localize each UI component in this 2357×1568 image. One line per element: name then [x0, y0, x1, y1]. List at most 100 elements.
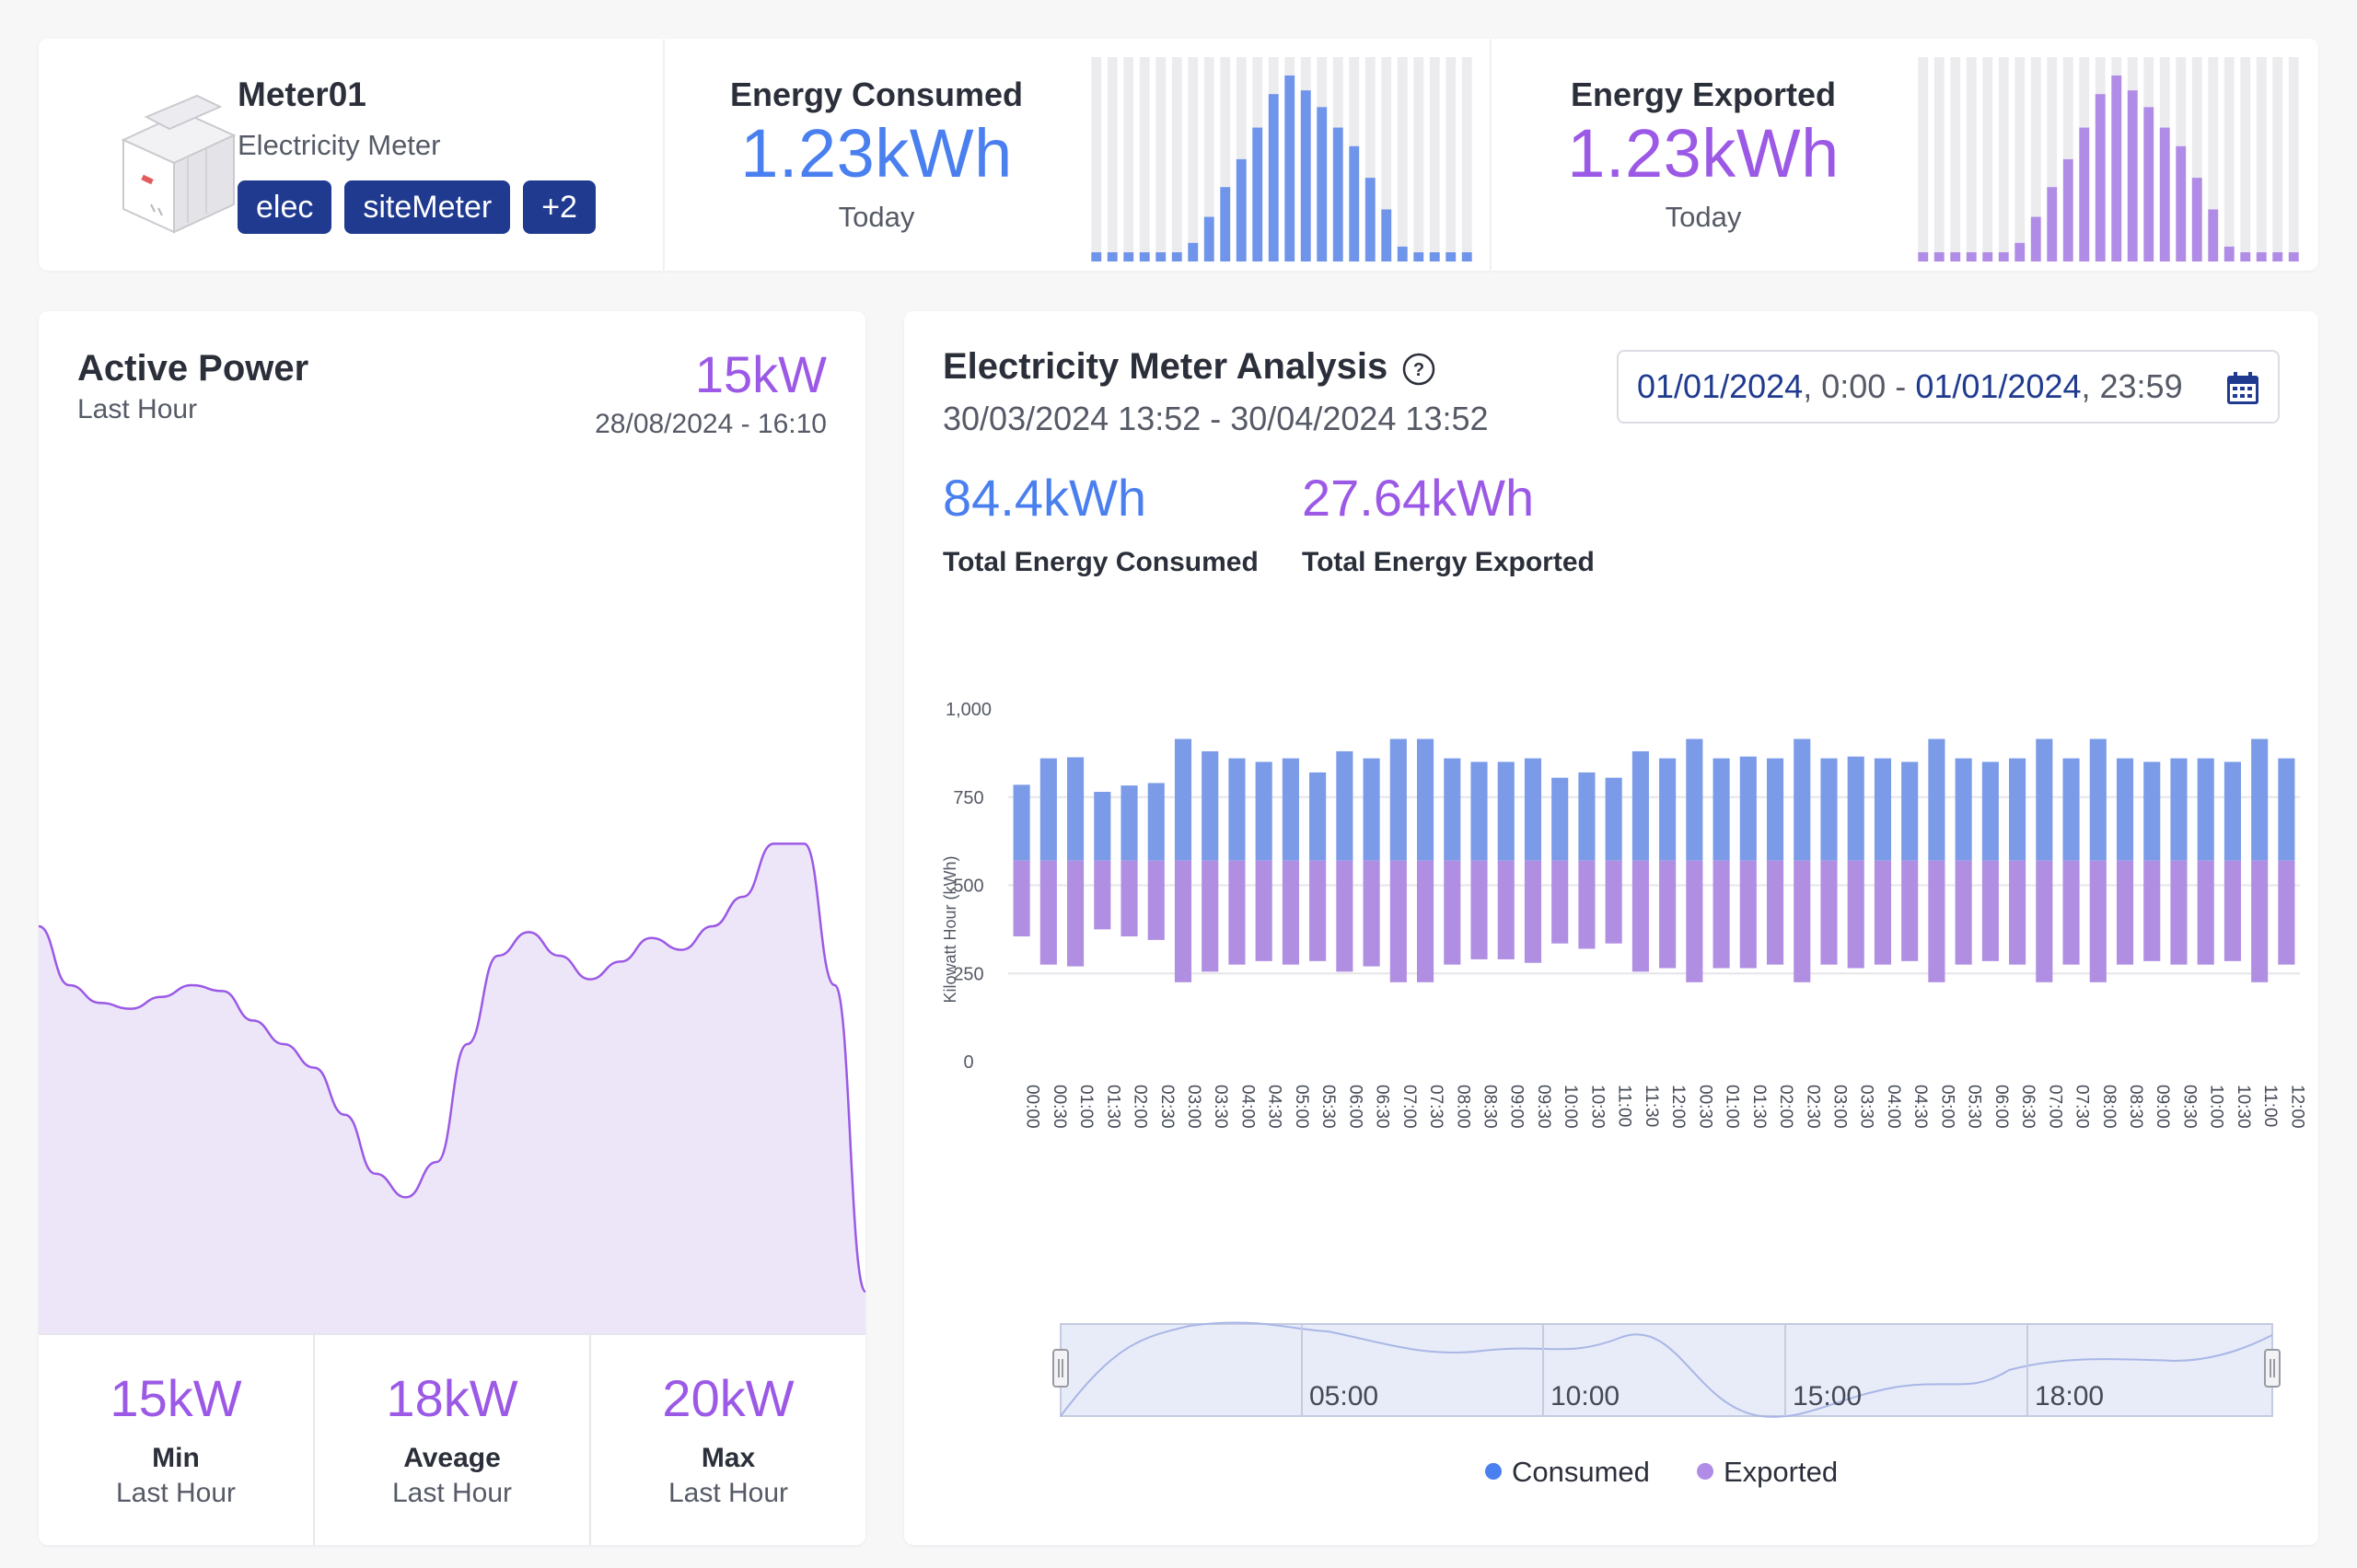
active-power-area-chart [39, 842, 865, 1333]
calendar-icon[interactable] [2224, 370, 2261, 407]
x-tick-label: 01:30 [1749, 1085, 1769, 1129]
x-tick-label: 02:00 [1776, 1085, 1795, 1129]
exported-bar [1255, 860, 1272, 961]
consumed-bar [1094, 792, 1111, 861]
exported-spark-bar [1950, 252, 1961, 261]
active-power-timestamp: 28/08/2024 - 16:10 [595, 409, 827, 439]
total-exported-label: Total Energy Exported [1302, 547, 1595, 577]
device-name: Meter01 [238, 75, 366, 113]
exported-spark-bar [2047, 187, 2058, 261]
consumed-spark-bar [1091, 252, 1102, 261]
consumed-spark-bar [1317, 107, 1328, 261]
consumed-bar [2143, 761, 2161, 861]
exported-bar [1389, 860, 1407, 982]
consumed-spark-bar [1220, 187, 1231, 261]
exported-bar [1336, 860, 1353, 972]
exported-bar [2251, 860, 2269, 982]
exported-spark-bg-bar [1966, 57, 1977, 261]
consumed-bar [1174, 738, 1192, 861]
help-icon[interactable]: ? [1401, 352, 1436, 387]
stat-average-period: Last Hour [391, 1478, 513, 1508]
exported-bar [1228, 860, 1246, 965]
exported-bar [2278, 860, 2295, 965]
consumed-bar [1713, 758, 1730, 861]
stat-average: 18kW Aveage Last Hour [315, 1335, 591, 1545]
consumed-bar [1524, 758, 1542, 861]
exported-bar [1444, 860, 1461, 965]
x-tick-label: 11:00 [2260, 1085, 2280, 1127]
x-tick-label: 05:30 [1318, 1085, 1338, 1129]
device-tags: elec siteMeter +2 [238, 180, 596, 234]
exported-spark-bar [2095, 94, 2106, 261]
legend-item-exported[interactable]: Exported [1697, 1456, 1838, 1488]
consumed-spark-bar [1123, 252, 1134, 261]
x-tick-label: 07:30 [2073, 1085, 2092, 1129]
navigator-right-handle[interactable] [2264, 1349, 2281, 1388]
consumed-bar [1847, 756, 1864, 861]
active-power-card: Active Power Last Hour 15kW 28/08/2024 -… [39, 311, 865, 1545]
legend-item-consumed[interactable]: Consumed [1485, 1456, 1650, 1488]
consumed-bar [1686, 738, 1703, 861]
consumed-bar [1766, 758, 1784, 861]
exported-spark-bg-bar [2030, 57, 2041, 261]
exported-bar [1928, 860, 1945, 982]
energy-exported-sparkline [1918, 57, 2299, 261]
consumed-bar [1282, 758, 1299, 861]
exported-spark-bar [1918, 252, 1929, 261]
consumed-bar [1497, 761, 1515, 861]
consumed-spark-bar [1284, 75, 1295, 261]
navigator-label: 05:00 [1309, 1381, 1378, 1411]
energy-exported-value: 1.23kWh [1567, 115, 1840, 192]
consumed-spark-bg-bar [1429, 57, 1440, 261]
active-power-title: Active Power [77, 348, 309, 389]
consumed-bar [1039, 758, 1057, 861]
exported-bar [1686, 860, 1703, 982]
exported-spark-bg-bar [2272, 57, 2283, 261]
consumed-bar [2089, 738, 2107, 861]
consumed-bar [1363, 758, 1380, 861]
x-tick-label: 07:30 [1426, 1085, 1446, 1129]
navigator-label: 15:00 [1793, 1381, 1862, 1411]
stat-min: 15kW Min Last Hour [39, 1335, 315, 1545]
consumed-spark-bar [1268, 94, 1279, 261]
navigator-label: 18:00 [2035, 1381, 2104, 1411]
consumed-bar [1981, 761, 1999, 861]
tag-sitemeter[interactable]: siteMeter [344, 180, 511, 234]
legend-label: Consumed [1512, 1456, 1650, 1488]
active-power-subtitle: Last Hour [77, 394, 198, 424]
consumed-spark-bg-bar [1413, 57, 1424, 261]
consumed-bar [1255, 761, 1272, 861]
x-tick-label: 10:30 [2234, 1085, 2253, 1129]
consumed-bar [1659, 758, 1677, 861]
handle-box [2264, 1349, 2281, 1388]
consumed-spark-bg-bar [1446, 57, 1457, 261]
y-tick-label: 0 [963, 1052, 973, 1073]
consumed-spark-bg-bar [1461, 57, 1472, 261]
x-tick-label: 11:30 [1642, 1085, 1661, 1127]
exported-bar [2036, 860, 2053, 982]
exported-bar [1713, 860, 1730, 969]
x-tick-label: 10:00 [1561, 1085, 1580, 1129]
total-consumed-label: Total Energy Consumed [943, 547, 1259, 577]
energy-exported-title: Energy Exported [1570, 75, 1837, 113]
exported-spark-bg-bar [1982, 57, 1993, 261]
tag-elec[interactable]: elec [238, 180, 332, 234]
svg-text:?: ? [1413, 360, 1424, 380]
exported-spark-bar [2062, 158, 2073, 261]
exported-bar [1282, 860, 1299, 965]
consumed-bar [1416, 738, 1434, 861]
consumed-bar [1739, 756, 1757, 861]
navigator-left-handle[interactable] [1052, 1349, 1069, 1388]
date-range-picker[interactable]: 01/01/2024, 0:00 - 01/01/2024, 23:59 [1617, 350, 2280, 424]
tag-more[interactable]: +2 [523, 180, 596, 234]
exported-spark-bar [2208, 209, 2219, 261]
legend-marker [1485, 1463, 1502, 1480]
consumed-spark-bg-bar [1220, 57, 1231, 261]
consumed-bar [1955, 758, 1972, 861]
consumed-bar [1444, 758, 1461, 861]
consumed-spark-bar [1171, 252, 1182, 261]
device-type: Electricity Meter [238, 129, 441, 161]
exported-bar [1739, 860, 1757, 969]
exported-bar [1874, 860, 1892, 965]
exported-bar [2116, 860, 2134, 965]
